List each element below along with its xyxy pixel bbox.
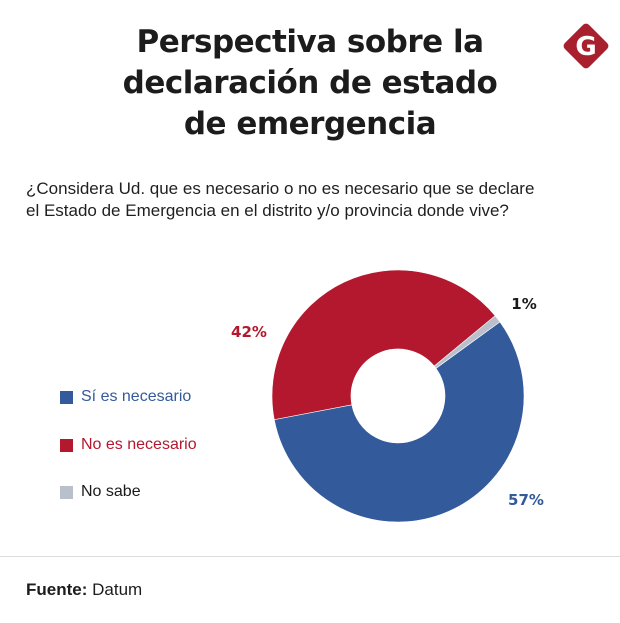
label-no-es-necesario: 42% — [231, 323, 267, 341]
legend-label: No es necesario — [81, 436, 197, 453]
source-note: Fuente: Datum — [26, 580, 142, 600]
source-value: Datum — [92, 580, 143, 599]
slice-si-es-necesario — [273, 321, 525, 523]
question-line: el Estado de Emergencia en el distrito y… — [26, 201, 509, 220]
question-line: ¿Considera Ud. que es necesario o no es … — [26, 179, 535, 198]
title-line: de emergencia — [183, 106, 437, 142]
brand-logo-icon: G — [563, 23, 609, 69]
label-no-sabe: 1% — [511, 295, 536, 313]
legend-swatch — [60, 439, 73, 452]
title-line: Perspectiva sobre la — [136, 24, 484, 60]
source-label: Fuente: — [26, 580, 88, 599]
legend-swatch — [60, 391, 73, 404]
legend-label: Sí es necesario — [81, 388, 192, 405]
legend-label: No sabe — [81, 483, 141, 500]
slice-no-es-necesario — [271, 269, 496, 420]
logo-letter: G — [575, 32, 596, 62]
chart-title: Perspectiva sobre la declaración de esta… — [0, 22, 620, 145]
logo-diamond — [563, 23, 609, 69]
legend-swatch — [60, 486, 73, 499]
title-line: declaración de estado — [122, 65, 498, 101]
survey-question: ¿Considera Ud. que es necesario o no es … — [26, 178, 586, 222]
label-si-es-necesario: 57% — [508, 491, 544, 509]
footer-divider — [0, 556, 620, 557]
